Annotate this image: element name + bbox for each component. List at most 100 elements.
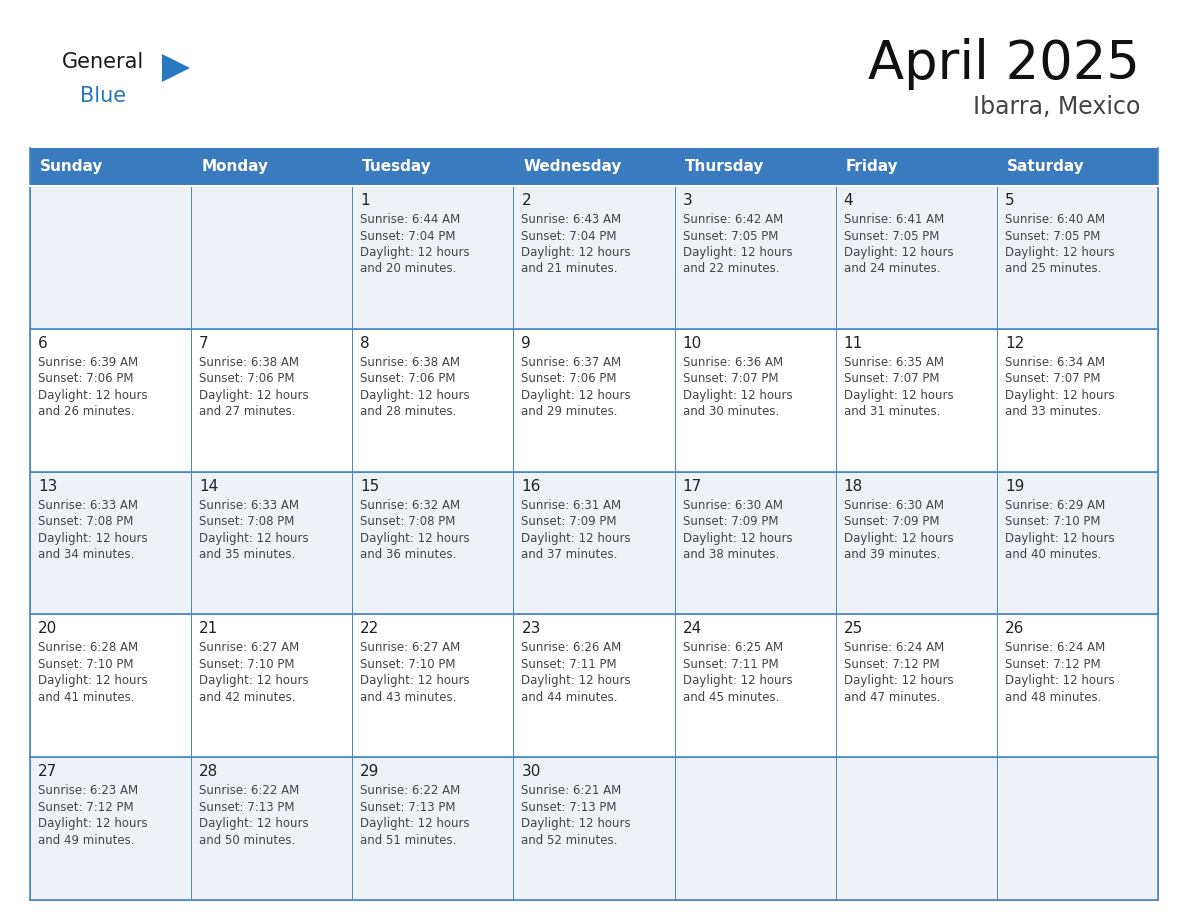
Text: Daylight: 12 hours: Daylight: 12 hours <box>38 817 147 830</box>
Text: and 25 minutes.: and 25 minutes. <box>1005 263 1101 275</box>
Text: Sunrise: 6:30 AM: Sunrise: 6:30 AM <box>683 498 783 511</box>
Bar <box>353 472 513 614</box>
Text: Sunset: 7:10 PM: Sunset: 7:10 PM <box>38 658 133 671</box>
Text: and 41 minutes.: and 41 minutes. <box>38 691 134 704</box>
Bar <box>513 472 675 614</box>
Text: and 20 minutes.: and 20 minutes. <box>360 263 456 275</box>
Text: Sunrise: 6:25 AM: Sunrise: 6:25 AM <box>683 642 783 655</box>
Bar <box>513 148 675 186</box>
Bar <box>191 757 353 900</box>
Bar <box>997 472 1158 614</box>
Text: Sunrise: 6:24 AM: Sunrise: 6:24 AM <box>1005 642 1105 655</box>
Text: 6: 6 <box>38 336 48 351</box>
Text: Sunday: Sunday <box>40 160 103 174</box>
Bar <box>675 329 835 472</box>
Text: and 43 minutes.: and 43 minutes. <box>360 691 456 704</box>
Text: and 40 minutes.: and 40 minutes. <box>1005 548 1101 561</box>
Text: Sunset: 7:07 PM: Sunset: 7:07 PM <box>843 373 940 386</box>
Text: Daylight: 12 hours: Daylight: 12 hours <box>843 675 953 688</box>
Text: Daylight: 12 hours: Daylight: 12 hours <box>1005 675 1114 688</box>
Bar <box>191 148 353 186</box>
Bar <box>191 186 353 329</box>
Bar <box>30 614 191 757</box>
Text: Daylight: 12 hours: Daylight: 12 hours <box>360 532 470 544</box>
Text: Sunset: 7:09 PM: Sunset: 7:09 PM <box>843 515 940 528</box>
Text: 1: 1 <box>360 193 369 208</box>
Bar <box>513 329 675 472</box>
Text: 28: 28 <box>200 764 219 779</box>
Text: 2: 2 <box>522 193 531 208</box>
Text: Sunrise: 6:41 AM: Sunrise: 6:41 AM <box>843 213 944 226</box>
Text: and 33 minutes.: and 33 minutes. <box>1005 406 1101 419</box>
Bar <box>513 757 675 900</box>
Text: Sunrise: 6:37 AM: Sunrise: 6:37 AM <box>522 356 621 369</box>
Bar <box>835 614 997 757</box>
Text: Daylight: 12 hours: Daylight: 12 hours <box>1005 246 1114 259</box>
Text: Sunset: 7:08 PM: Sunset: 7:08 PM <box>38 515 133 528</box>
Text: Sunset: 7:08 PM: Sunset: 7:08 PM <box>200 515 295 528</box>
Text: Sunrise: 6:31 AM: Sunrise: 6:31 AM <box>522 498 621 511</box>
Text: Sunset: 7:12 PM: Sunset: 7:12 PM <box>843 658 940 671</box>
Bar <box>675 186 835 329</box>
Text: and 50 minutes.: and 50 minutes. <box>200 834 296 846</box>
Text: Daylight: 12 hours: Daylight: 12 hours <box>522 817 631 830</box>
Text: and 37 minutes.: and 37 minutes. <box>522 548 618 561</box>
Text: and 42 minutes.: and 42 minutes. <box>200 691 296 704</box>
Text: Tuesday: Tuesday <box>362 160 432 174</box>
Text: Sunset: 7:11 PM: Sunset: 7:11 PM <box>683 658 778 671</box>
Bar <box>353 757 513 900</box>
Text: 11: 11 <box>843 336 862 351</box>
Text: Daylight: 12 hours: Daylight: 12 hours <box>522 532 631 544</box>
Bar <box>997 148 1158 186</box>
Text: 10: 10 <box>683 336 702 351</box>
Text: Sunset: 7:06 PM: Sunset: 7:06 PM <box>522 373 617 386</box>
Text: Sunrise: 6:23 AM: Sunrise: 6:23 AM <box>38 784 138 797</box>
Text: Daylight: 12 hours: Daylight: 12 hours <box>200 389 309 402</box>
Text: Sunset: 7:09 PM: Sunset: 7:09 PM <box>522 515 617 528</box>
Bar <box>191 329 353 472</box>
Text: and 21 minutes.: and 21 minutes. <box>522 263 618 275</box>
Text: and 27 minutes.: and 27 minutes. <box>200 406 296 419</box>
Text: 27: 27 <box>38 764 57 779</box>
Text: Friday: Friday <box>846 160 898 174</box>
Text: Daylight: 12 hours: Daylight: 12 hours <box>360 817 470 830</box>
Text: 23: 23 <box>522 621 541 636</box>
Text: 15: 15 <box>360 478 379 494</box>
Text: Daylight: 12 hours: Daylight: 12 hours <box>200 675 309 688</box>
Text: Sunrise: 6:42 AM: Sunrise: 6:42 AM <box>683 213 783 226</box>
Text: 14: 14 <box>200 478 219 494</box>
Text: 16: 16 <box>522 478 541 494</box>
Text: Daylight: 12 hours: Daylight: 12 hours <box>522 389 631 402</box>
Text: Daylight: 12 hours: Daylight: 12 hours <box>843 246 953 259</box>
Text: Sunrise: 6:22 AM: Sunrise: 6:22 AM <box>360 784 461 797</box>
Text: Sunset: 7:13 PM: Sunset: 7:13 PM <box>360 800 456 813</box>
Bar <box>675 757 835 900</box>
Text: Daylight: 12 hours: Daylight: 12 hours <box>200 817 309 830</box>
Bar <box>675 614 835 757</box>
Text: Sunset: 7:10 PM: Sunset: 7:10 PM <box>200 658 295 671</box>
Text: Sunrise: 6:36 AM: Sunrise: 6:36 AM <box>683 356 783 369</box>
Bar <box>191 472 353 614</box>
Text: 22: 22 <box>360 621 379 636</box>
Text: 17: 17 <box>683 478 702 494</box>
Text: Sunset: 7:13 PM: Sunset: 7:13 PM <box>200 800 295 813</box>
Text: Saturday: Saturday <box>1007 160 1085 174</box>
Text: Sunset: 7:06 PM: Sunset: 7:06 PM <box>38 373 133 386</box>
Text: Sunrise: 6:26 AM: Sunrise: 6:26 AM <box>522 642 621 655</box>
Text: Daylight: 12 hours: Daylight: 12 hours <box>1005 532 1114 544</box>
Text: and 39 minutes.: and 39 minutes. <box>843 548 940 561</box>
Text: Daylight: 12 hours: Daylight: 12 hours <box>1005 389 1114 402</box>
Text: 26: 26 <box>1005 621 1024 636</box>
Text: 8: 8 <box>360 336 369 351</box>
Text: Sunset: 7:05 PM: Sunset: 7:05 PM <box>843 230 939 242</box>
Text: and 24 minutes.: and 24 minutes. <box>843 263 940 275</box>
Text: Daylight: 12 hours: Daylight: 12 hours <box>360 246 470 259</box>
Text: and 29 minutes.: and 29 minutes. <box>522 406 618 419</box>
Text: Sunrise: 6:33 AM: Sunrise: 6:33 AM <box>200 498 299 511</box>
Text: 5: 5 <box>1005 193 1015 208</box>
Text: Daylight: 12 hours: Daylight: 12 hours <box>683 675 792 688</box>
Bar <box>835 757 997 900</box>
Text: 19: 19 <box>1005 478 1024 494</box>
Text: and 51 minutes.: and 51 minutes. <box>360 834 456 846</box>
Bar <box>675 472 835 614</box>
